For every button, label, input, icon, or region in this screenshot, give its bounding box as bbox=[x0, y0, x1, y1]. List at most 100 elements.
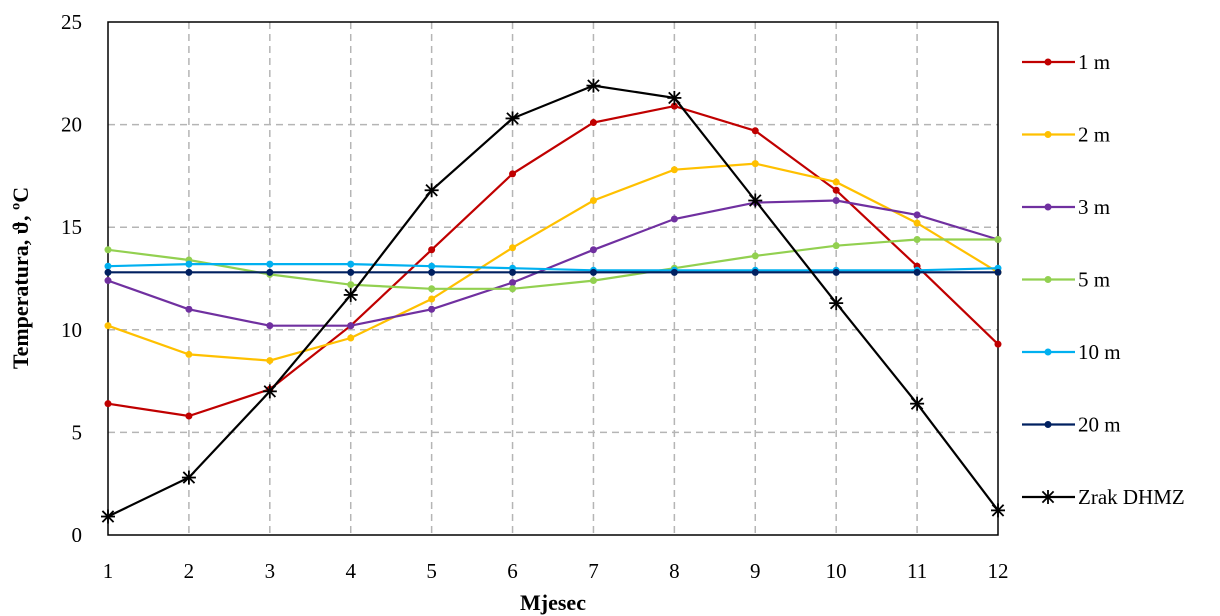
legend: 1 m 2 m 3 m 5 m 10 m 20 m Zrak DHMZ bbox=[1022, 50, 1185, 509]
data-point bbox=[670, 102, 678, 110]
x-tick-label: 5 bbox=[426, 559, 437, 583]
x-tick-label: 12 bbox=[988, 559, 1009, 583]
data-point bbox=[347, 322, 355, 330]
legend-entry: Zrak DHMZ bbox=[1022, 485, 1185, 509]
legend-entry: 20 m bbox=[1022, 413, 1121, 437]
data-point bbox=[104, 322, 112, 330]
y-tick-label: 15 bbox=[61, 215, 82, 239]
data-point bbox=[266, 260, 274, 268]
data-point bbox=[670, 166, 678, 174]
data-point bbox=[185, 412, 193, 420]
data-point bbox=[589, 197, 597, 205]
series-line bbox=[107, 263, 999, 272]
data-point bbox=[185, 260, 193, 268]
data-point bbox=[347, 334, 355, 342]
legend-swatch-star bbox=[1041, 490, 1055, 504]
y-tick-label: 5 bbox=[72, 420, 83, 444]
data-point-star bbox=[748, 193, 763, 208]
data-point bbox=[913, 211, 921, 219]
data-point bbox=[509, 285, 517, 293]
data-point bbox=[104, 268, 112, 276]
legend-swatch-dot bbox=[1044, 58, 1052, 66]
data-point bbox=[428, 295, 436, 303]
data-point-star bbox=[829, 296, 844, 311]
y-axis-ticks: 0 5 10 15 20 25 bbox=[61, 10, 82, 547]
data-point bbox=[266, 357, 274, 365]
x-tick-label: 8 bbox=[669, 559, 680, 583]
data-point bbox=[185, 305, 193, 313]
x-axis-ticks: 1 2 3 4 5 6 7 8 9 10 11 12 bbox=[103, 559, 1009, 583]
x-tick-label: 9 bbox=[750, 559, 761, 583]
data-point bbox=[913, 268, 921, 276]
y-tick-label: 25 bbox=[61, 10, 82, 34]
data-point bbox=[104, 262, 112, 270]
data-point bbox=[428, 246, 436, 254]
data-point bbox=[104, 277, 112, 285]
data-point bbox=[428, 262, 436, 270]
x-axis-label: Mjesec bbox=[520, 590, 586, 615]
legend-label: 20 m bbox=[1078, 413, 1121, 437]
legend-label: 10 m bbox=[1078, 340, 1121, 364]
x-tick-label: 1 bbox=[103, 559, 114, 583]
data-point bbox=[832, 186, 840, 194]
data-point bbox=[751, 127, 759, 135]
legend-label: 3 m bbox=[1078, 195, 1110, 219]
data-point bbox=[509, 244, 517, 252]
data-point-star bbox=[667, 90, 682, 105]
data-point-star bbox=[181, 470, 196, 485]
y-tick-label: 0 bbox=[72, 523, 83, 547]
legend-swatch-dot bbox=[1044, 421, 1052, 428]
data-point bbox=[428, 305, 436, 313]
data-point bbox=[185, 268, 193, 276]
x-tick-label: 3 bbox=[265, 559, 276, 583]
legend-swatch-dot bbox=[1044, 131, 1052, 138]
data-point bbox=[347, 268, 355, 276]
data-point bbox=[670, 215, 678, 223]
legend-swatch-dot bbox=[1044, 348, 1052, 356]
x-tick-label: 2 bbox=[184, 559, 195, 583]
data-point bbox=[589, 246, 597, 254]
data-point-star bbox=[505, 111, 520, 126]
data-point bbox=[832, 197, 840, 205]
data-point bbox=[509, 279, 517, 287]
legend-entry: 5 m bbox=[1022, 268, 1110, 292]
legend-swatch-dot bbox=[1044, 276, 1052, 283]
series-line bbox=[107, 199, 999, 327]
series-zrak-dhmz bbox=[101, 78, 1005, 524]
data-point bbox=[751, 252, 759, 260]
data-point bbox=[428, 285, 436, 293]
gridlines bbox=[108, 22, 998, 535]
data-point bbox=[994, 268, 1002, 276]
data-point bbox=[913, 236, 921, 244]
series-line bbox=[107, 162, 999, 362]
data-point bbox=[347, 260, 355, 268]
x-tick-label: 7 bbox=[588, 559, 599, 583]
y-axis-label: Temperatura, ϑ, ºC bbox=[8, 187, 33, 369]
data-point bbox=[589, 119, 597, 127]
data-point bbox=[832, 268, 840, 276]
data-point bbox=[589, 277, 597, 285]
data-point-star bbox=[101, 509, 115, 524]
plot-area-frame bbox=[107, 21, 999, 536]
data-point bbox=[509, 170, 517, 178]
y-tick-label: 20 bbox=[61, 113, 82, 137]
series-lines bbox=[101, 78, 1005, 524]
data-point bbox=[509, 268, 517, 276]
legend-label: Zrak DHMZ bbox=[1078, 485, 1185, 509]
legend-swatch-dot bbox=[1044, 203, 1052, 211]
data-point bbox=[266, 322, 274, 330]
legend-label: 5 m bbox=[1078, 268, 1110, 292]
data-point bbox=[913, 219, 921, 227]
series-line bbox=[107, 104, 999, 418]
data-point bbox=[994, 340, 1002, 348]
y-tick-label: 10 bbox=[61, 318, 82, 342]
data-point bbox=[832, 178, 840, 186]
series-2-m bbox=[104, 160, 1002, 365]
series-20-m bbox=[104, 268, 1002, 276]
data-point bbox=[751, 268, 759, 276]
data-point-star bbox=[586, 78, 601, 93]
x-tick-label: 6 bbox=[507, 559, 518, 583]
data-point bbox=[751, 160, 759, 168]
legend-entry: 10 m bbox=[1022, 340, 1121, 364]
